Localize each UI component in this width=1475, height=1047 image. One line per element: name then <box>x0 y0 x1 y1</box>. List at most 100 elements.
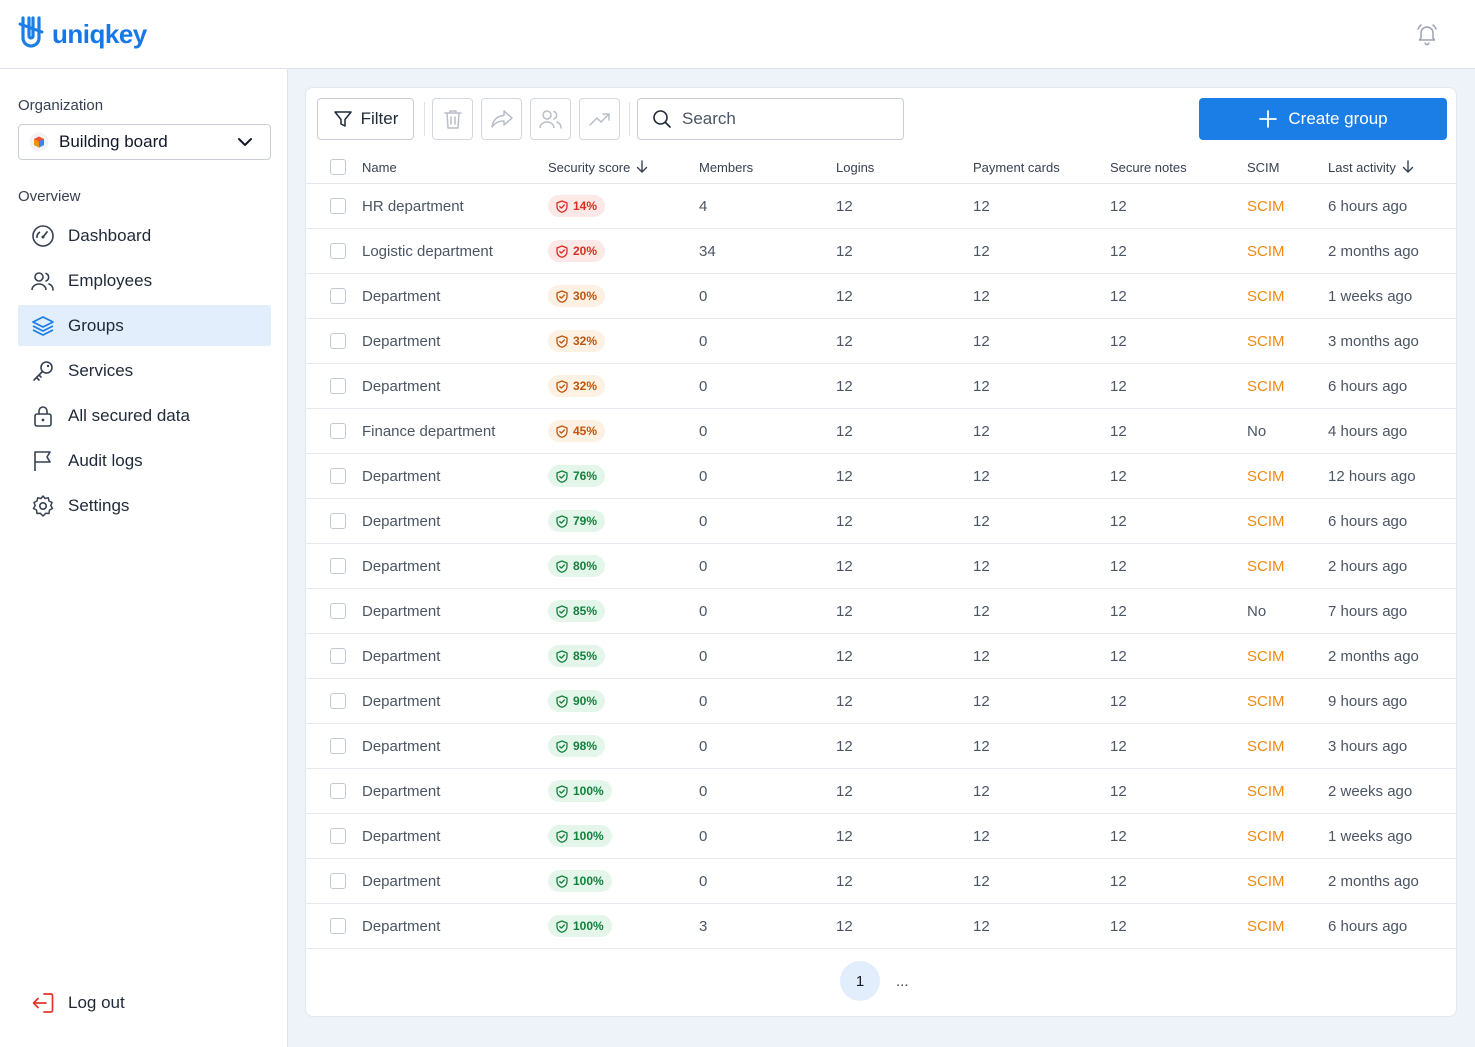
page-button-current[interactable]: 1 <box>840 961 880 1001</box>
table-row[interactable]: Department 30% 0 12 12 12 SCIM 1 weeks ago <box>306 274 1458 319</box>
table-row[interactable]: Department 32% 0 12 12 12 SCIM 6 hours ago <box>306 364 1458 409</box>
pagination: 1 ... <box>840 961 909 1001</box>
sidebar-item-dashboard[interactable]: Dashboard <box>18 215 271 256</box>
table-row[interactable]: Department 76% 0 12 12 12 SCIM 12 hours ago <box>306 454 1458 499</box>
shield-check-icon <box>556 694 568 708</box>
share-button[interactable] <box>481 98 522 140</box>
group-name[interactable]: Department <box>362 737 441 755</box>
row-checkbox[interactable] <box>330 738 346 754</box>
table-row[interactable]: Department 98% 0 12 12 12 SCIM 3 hours ago <box>306 724 1458 769</box>
row-checkbox[interactable] <box>330 828 346 844</box>
table-header: Name Security score Members Logins Payme… <box>306 151 1458 184</box>
row-checkbox[interactable] <box>330 693 346 709</box>
table-row[interactable]: Department 79% 0 12 12 12 SCIM 6 hours ago <box>306 499 1458 544</box>
shield-check-icon <box>556 829 568 843</box>
row-checkbox[interactable] <box>330 603 346 619</box>
logout-button[interactable]: Log out <box>30 990 125 1016</box>
group-name[interactable]: Finance department <box>362 422 496 440</box>
column-header-security-score[interactable]: Security score <box>548 160 648 175</box>
sidebar-item-services[interactable]: Services <box>18 350 271 391</box>
group-name[interactable]: Department <box>362 332 441 350</box>
table-row[interactable]: Department 90% 0 12 12 12 SCIM 9 hours ago <box>306 679 1458 724</box>
delete-button[interactable] <box>432 98 473 140</box>
column-header-secure-notes[interactable]: Secure notes <box>1110 160 1187 175</box>
last-activity: 12 hours ago <box>1328 467 1416 485</box>
group-name[interactable]: Department <box>362 557 441 575</box>
shield-check-icon <box>556 649 568 663</box>
column-header-members[interactable]: Members <box>699 160 753 175</box>
column-header-logins[interactable]: Logins <box>836 160 874 175</box>
row-checkbox[interactable] <box>330 918 346 934</box>
row-checkbox[interactable] <box>330 243 346 259</box>
group-name[interactable]: Department <box>362 692 441 710</box>
security-score-value: 80% <box>573 559 598 573</box>
row-checkbox[interactable] <box>330 783 346 799</box>
table-row[interactable]: Department 100% 3 12 12 12 SCIM 6 hours ago <box>306 904 1458 949</box>
group-name[interactable]: Department <box>362 917 441 935</box>
table-row[interactable]: Department 85% 0 12 12 12 No 7 hours ago <box>306 589 1458 634</box>
column-header-last-activity[interactable]: Last activity <box>1328 160 1414 175</box>
group-name[interactable]: Department <box>362 602 441 620</box>
row-checkbox[interactable] <box>330 333 346 349</box>
sidebar-item-audit-logs[interactable]: Audit logs <box>18 440 271 481</box>
row-checkbox[interactable] <box>330 513 346 529</box>
column-header-name[interactable]: Name <box>362 160 397 175</box>
trend-button[interactable] <box>579 98 620 140</box>
last-activity: 6 hours ago <box>1328 512 1408 530</box>
trash-icon <box>443 110 462 129</box>
table-row[interactable]: Department 85% 0 12 12 12 SCIM 2 months ago <box>306 634 1458 679</box>
column-header-payment-cards[interactable]: Payment cards <box>973 160 1060 175</box>
group-name[interactable]: Department <box>362 647 441 665</box>
group-name[interactable]: Department <box>362 287 441 305</box>
row-checkbox[interactable] <box>330 423 346 439</box>
table-row[interactable]: Logistic department 20% 34 12 12 12 SCIM 2 mont… <box>306 229 1458 274</box>
search-input[interactable] <box>682 109 892 129</box>
last-activity: 1 weeks ago <box>1328 287 1413 305</box>
sidebar-item-settings[interactable]: Settings <box>18 485 271 526</box>
row-checkbox[interactable] <box>330 378 346 394</box>
row-checkbox[interactable] <box>330 873 346 889</box>
table-row[interactable]: Department 32% 0 12 12 12 SCIM 3 months ago <box>306 319 1458 364</box>
row-checkbox[interactable] <box>330 468 346 484</box>
group-name[interactable]: Department <box>362 827 441 845</box>
sidebar-item-all-secured-data[interactable]: All secured data <box>18 395 271 436</box>
group-name[interactable]: HR department <box>362 197 464 215</box>
sidebar-item-groups[interactable]: Groups <box>18 305 271 346</box>
table-row[interactable]: Department 100% 0 12 12 12 SCIM 1 weeks ago <box>306 814 1458 859</box>
secure-notes-count: 12 <box>1110 287 1127 305</box>
table-row[interactable]: Finance department 45% 0 12 12 12 No 4 hours ag… <box>306 409 1458 454</box>
secure-notes-count: 12 <box>1110 917 1127 935</box>
logins-count: 12 <box>836 467 853 485</box>
row-checkbox[interactable] <box>330 288 346 304</box>
group-name[interactable]: Department <box>362 377 441 395</box>
uniqkey-logo[interactable]: uniqkey <box>18 16 147 52</box>
column-header-scim[interactable]: SCIM <box>1247 160 1280 175</box>
filter-button[interactable]: Filter <box>317 98 414 140</box>
create-group-button[interactable]: Create group <box>1199 98 1447 140</box>
sidebar-item-employees[interactable]: Employees <box>18 260 271 301</box>
search-field[interactable] <box>637 98 904 140</box>
group-name[interactable]: Department <box>362 467 441 485</box>
notification-bell-icon[interactable] <box>1415 22 1439 46</box>
group-name[interactable]: Logistic department <box>362 242 493 260</box>
table-row[interactable]: Department 100% 0 12 12 12 SCIM 2 weeks ago <box>306 769 1458 814</box>
organization-select[interactable]: Building board <box>18 124 271 160</box>
group-name[interactable]: Department <box>362 512 441 530</box>
row-checkbox[interactable] <box>330 558 346 574</box>
security-score: 80% <box>548 555 606 577</box>
group-name[interactable]: Department <box>362 782 441 800</box>
key-icon <box>30 358 56 384</box>
scim-status: SCIM <box>1247 557 1285 575</box>
shield-check-icon <box>556 289 568 303</box>
group-name[interactable]: Department <box>362 872 441 890</box>
assign-users-button[interactable] <box>530 98 571 140</box>
column-label: Last activity <box>1328 159 1396 175</box>
table-row[interactable]: Department 80% 0 12 12 12 SCIM 2 hours ago <box>306 544 1458 589</box>
select-all-checkbox[interactable] <box>330 159 346 175</box>
row-checkbox[interactable] <box>330 648 346 664</box>
table-row[interactable]: HR department 14% 4 12 12 12 SCIM 6 hours ago <box>306 184 1458 229</box>
table-row[interactable]: Department 100% 0 12 12 12 SCIM 2 months ago <box>306 859 1458 904</box>
members-count: 0 <box>699 467 708 485</box>
row-checkbox[interactable] <box>330 198 346 214</box>
shield-check-icon <box>556 604 568 618</box>
